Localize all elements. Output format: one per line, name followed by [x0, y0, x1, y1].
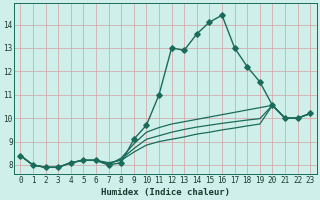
X-axis label: Humidex (Indice chaleur): Humidex (Indice chaleur) [101, 188, 230, 197]
